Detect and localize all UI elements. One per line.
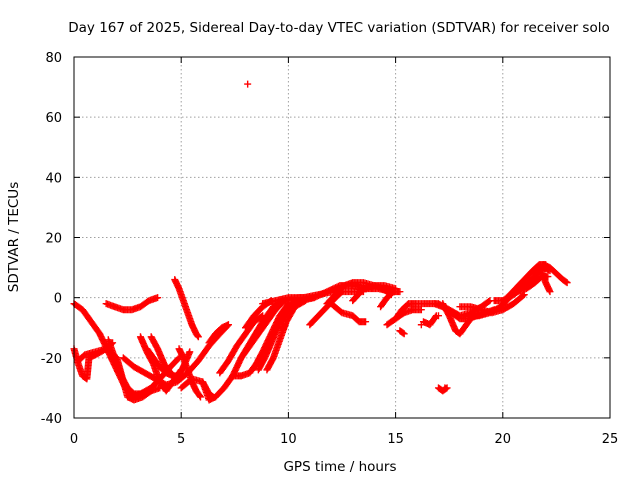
data-points	[70, 80, 571, 404]
data-point	[562, 278, 570, 286]
x-tick-label: 20	[495, 432, 512, 447]
data-point	[417, 321, 425, 329]
y-tick-label: 60	[45, 111, 62, 126]
data-point	[563, 279, 571, 287]
chart-title: Day 167 of 2025, Sidereal Day-to-day VTE…	[68, 20, 609, 36]
data-point	[546, 288, 554, 296]
data-point	[257, 313, 265, 321]
data-point	[399, 329, 407, 337]
data-point	[362, 318, 370, 326]
data-point	[174, 355, 182, 363]
y-tick-label: -40	[41, 412, 62, 427]
x-axis-label: GPS time / hours	[283, 459, 396, 475]
data-point	[147, 387, 155, 395]
y-axis-label: SDTVAR / TECUs	[6, 182, 22, 292]
data-point	[259, 312, 267, 320]
x-tick-label: 25	[602, 432, 619, 447]
y-tick-label: 20	[45, 232, 62, 247]
data-point	[224, 321, 232, 329]
data-point	[154, 294, 162, 302]
data-point	[186, 348, 194, 356]
data-point	[244, 80, 252, 88]
data-point	[196, 393, 204, 401]
x-tick-label: 0	[70, 432, 78, 447]
data-point	[485, 298, 493, 306]
data-point	[196, 392, 204, 400]
y-tick-label: 40	[45, 171, 62, 186]
y-tick-label: -20	[41, 352, 62, 367]
data-point	[396, 288, 404, 296]
data-point	[434, 312, 442, 320]
data-point	[194, 333, 202, 341]
data-point	[520, 291, 528, 299]
data-point	[431, 313, 439, 321]
x-tick-label: 10	[280, 432, 297, 447]
x-tick-label: 15	[387, 432, 404, 447]
plot-frame	[73, 56, 611, 419]
data-point	[194, 332, 202, 340]
data-point	[417, 306, 425, 314]
y-tick-label: 80	[45, 51, 62, 66]
x-tick-label: 5	[177, 432, 185, 447]
y-tick-label: 0	[54, 292, 62, 307]
data-point	[400, 330, 408, 338]
data-point	[519, 292, 527, 300]
data-point	[441, 384, 449, 392]
axis-ticks: 0 5 10 15 20 25 -40 -20 0 20 40 60 80	[41, 51, 619, 447]
data-point	[442, 385, 450, 393]
